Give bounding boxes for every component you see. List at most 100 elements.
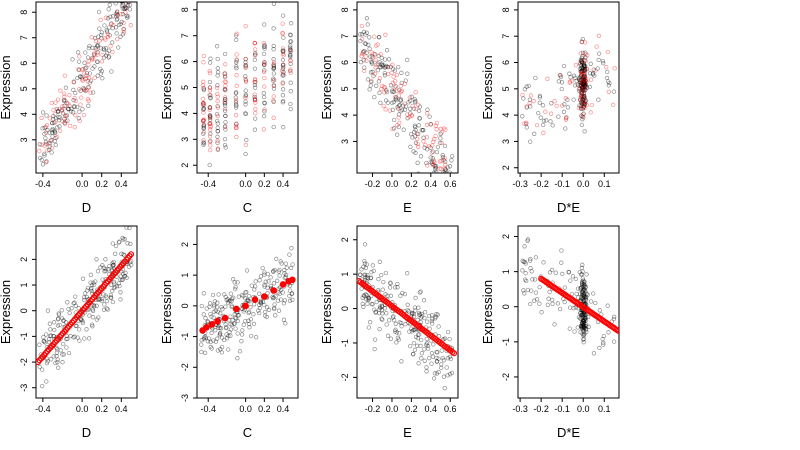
data-point	[578, 312, 584, 318]
data-point	[284, 265, 289, 270]
data-point	[567, 326, 572, 331]
data-point	[275, 278, 280, 283]
data-point	[579, 77, 584, 83]
data-point	[379, 303, 384, 308]
data-point	[581, 91, 587, 96]
data-point	[50, 134, 55, 139]
data-point	[415, 343, 420, 348]
data-point	[360, 50, 366, 55]
data-point	[366, 325, 372, 330]
red-point	[77, 87, 82, 92]
red-point	[234, 121, 239, 126]
data-point	[582, 129, 587, 134]
data-point	[43, 340, 48, 345]
data-point	[57, 124, 62, 129]
data-point	[359, 32, 365, 37]
data-point	[416, 361, 421, 366]
data-point	[449, 370, 455, 376]
data-point	[449, 158, 454, 163]
data-point	[243, 88, 248, 93]
red-point	[392, 95, 398, 100]
data-point	[381, 62, 386, 68]
x-tick-label: -0.2	[365, 179, 381, 189]
x-tick-label: 0.0	[386, 179, 399, 189]
data-point	[243, 93, 248, 99]
data-point	[524, 84, 529, 89]
y-tick-label: 8	[19, 10, 29, 15]
y-tick-label: 6	[180, 59, 190, 64]
data-point	[379, 316, 384, 321]
data-point	[412, 134, 418, 139]
data-point	[118, 290, 123, 295]
data-point	[247, 309, 252, 315]
data-point	[413, 125, 418, 130]
data-point	[382, 73, 388, 78]
data-point	[107, 2, 112, 7]
data-point	[393, 321, 398, 326]
red-point	[423, 142, 428, 148]
data-point	[581, 319, 586, 324]
data-point	[124, 226, 129, 230]
data-point	[582, 82, 588, 87]
data-point	[119, 259, 124, 265]
data-point	[385, 100, 390, 105]
x-tick-label: 0.4	[115, 179, 128, 189]
data-point	[288, 53, 293, 58]
data-point	[582, 331, 587, 336]
data-point	[96, 42, 101, 48]
red-point	[39, 142, 44, 147]
data-point	[597, 308, 602, 313]
data-point	[107, 33, 112, 38]
data-point	[89, 282, 95, 288]
data-point	[102, 47, 107, 53]
data-point	[111, 262, 116, 267]
red-point	[43, 160, 49, 165]
data-point	[579, 279, 585, 284]
data-point	[586, 324, 591, 329]
data-point	[580, 82, 586, 87]
fit-point	[451, 350, 458, 357]
data-point	[246, 310, 251, 316]
data-point	[209, 346, 214, 351]
data-point	[441, 358, 447, 363]
y-tick-label: 2	[501, 165, 511, 170]
red-point	[252, 79, 257, 85]
data-point	[581, 75, 586, 80]
x-tick-label: 0.6	[444, 404, 457, 414]
data-point	[52, 138, 57, 144]
data-point	[580, 315, 585, 320]
red-point	[583, 78, 588, 84]
red-point	[431, 158, 436, 163]
data-point	[411, 327, 416, 333]
data-point	[66, 106, 71, 111]
data-point	[596, 57, 601, 63]
y-tick-label: 5	[19, 86, 29, 91]
fit-point	[616, 328, 619, 335]
red-point	[253, 111, 258, 116]
data-point	[368, 275, 373, 281]
data-point	[579, 285, 584, 291]
data-point	[237, 349, 243, 354]
data-point	[581, 311, 586, 316]
red-point	[438, 126, 443, 132]
data-point	[565, 97, 570, 102]
data-point	[388, 280, 393, 285]
y-tick-label: 6	[340, 60, 350, 65]
data-point	[428, 122, 434, 127]
data-point	[224, 336, 230, 341]
data-point	[201, 140, 206, 145]
data-point	[96, 296, 101, 301]
data-point	[428, 160, 433, 165]
data-point	[582, 78, 587, 84]
data-point	[358, 59, 364, 65]
data-point	[224, 325, 229, 330]
data-point	[84, 327, 89, 332]
data-point	[398, 98, 403, 103]
data-point	[124, 13, 129, 18]
data-point	[372, 307, 377, 312]
data-point	[581, 318, 586, 324]
data-point	[579, 113, 584, 118]
data-point	[567, 305, 573, 310]
data-point	[120, 235, 125, 241]
